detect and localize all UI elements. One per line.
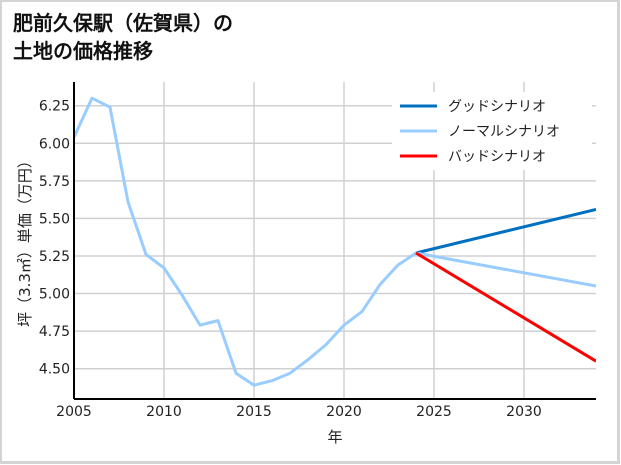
x-tick-label: 2010	[146, 404, 182, 420]
historical-line	[74, 96, 417, 387]
axes	[73, 82, 596, 400]
y-tick-label: 6.25	[39, 99, 70, 115]
tick-labels: 4.50 4.75 5.00 5.25 5.50 5.75 6.00 6.25 2005 2010…	[39, 99, 542, 420]
legend-label: ノーマルシナリオ	[448, 124, 560, 140]
y-tick-label: 6.00	[39, 136, 70, 152]
projection-line-1	[415, 251, 596, 288]
data-lines	[74, 96, 596, 387]
y-axis-label: 坪（3.3㎡）単価（万円）	[16, 153, 34, 327]
projection-line-2	[415, 251, 596, 363]
projection-line-0	[415, 207, 596, 255]
title-line-2: 土地の価格推移	[13, 39, 153, 63]
x-tick-label: 2030	[506, 404, 542, 420]
y-tick-label: 5.00	[39, 287, 70, 303]
y-tick-label: 4.50	[39, 362, 70, 378]
x-tick-label: 2025	[416, 404, 452, 420]
gridlines	[74, 82, 596, 399]
title-line-1: 肥前久保駅（佐賀県）の	[13, 11, 233, 35]
chart-title: 肥前久保駅（佐賀県）の 土地の価格推移	[13, 9, 233, 65]
legend-label: グッドシナリオ	[448, 99, 546, 115]
y-tick-label: 5.50	[39, 211, 70, 227]
y-tick-label: 5.25	[39, 249, 70, 265]
x-tick-label: 2020	[326, 404, 362, 420]
legend-label: バッドシナリオ	[448, 149, 546, 165]
x-axis-label: 年	[327, 428, 342, 446]
x-tick-label: 2015	[236, 404, 272, 420]
y-tick-label: 4.75	[39, 324, 70, 340]
x-tick-label: 2005	[56, 404, 92, 420]
y-tick-label: 5.75	[39, 174, 70, 190]
